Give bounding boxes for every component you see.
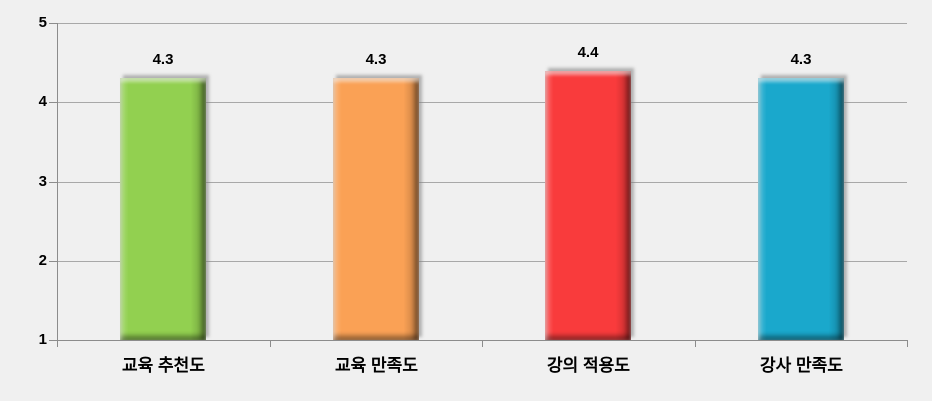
bar-교육 만족도	[333, 78, 419, 340]
y-axis-tick	[49, 340, 57, 341]
bar-value-label: 4.3	[365, 51, 387, 68]
y-axis-tick	[49, 182, 57, 183]
gridline-y2	[57, 261, 907, 262]
bar-교육 추천도	[120, 78, 206, 340]
bar-강사 만족도	[758, 78, 844, 340]
bar-value-label: 4.3	[790, 51, 812, 68]
y-axis-label-3: 3	[38, 173, 47, 190]
y-axis-tick	[49, 261, 57, 262]
bar-value-label: 4.3	[152, 51, 174, 68]
category-label-2: 교육 만족도	[335, 356, 418, 375]
category-label-4: 강사 만족도	[760, 356, 843, 375]
gridline-y4	[57, 102, 907, 103]
x-axis-tick	[482, 341, 483, 347]
bar-강의 적용도	[545, 71, 631, 340]
y-axis-label-4: 4	[38, 93, 47, 110]
y-axis-label-5: 5	[38, 14, 47, 31]
y-axis-label-2: 2	[38, 252, 47, 269]
y-axis-line	[57, 23, 58, 340]
gridline-y5	[57, 23, 907, 24]
category-label-3: 강의 적용도	[547, 356, 630, 375]
plot-area	[57, 23, 907, 340]
x-axis-tick	[695, 341, 696, 347]
bar-value-label: 4.4	[577, 44, 599, 61]
category-label-1: 교육 추천도	[122, 356, 205, 375]
y-axis-tick	[49, 102, 57, 103]
x-axis-tick	[57, 341, 58, 347]
x-axis-tick	[270, 341, 271, 347]
x-axis-tick	[907, 341, 908, 347]
y-axis-label-1: 1	[38, 331, 47, 348]
gridline-y3	[57, 182, 907, 183]
x-axis-line	[57, 340, 908, 341]
y-axis-tick	[49, 23, 57, 24]
